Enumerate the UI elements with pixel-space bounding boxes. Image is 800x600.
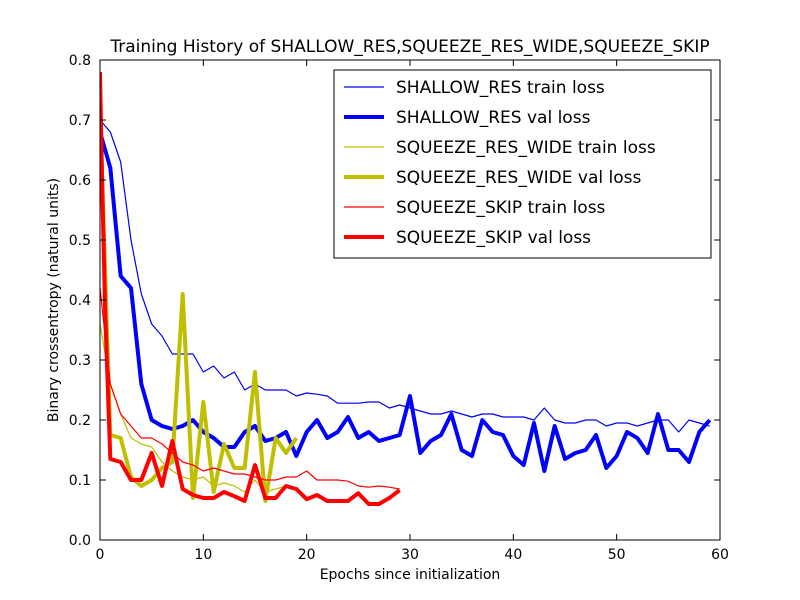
y-tick-label: 0.3 <box>69 353 91 369</box>
y-tick-label: 0.2 <box>69 413 91 429</box>
x-tick-label: 0 <box>96 547 105 563</box>
y-tick-label: 0.1 <box>69 473 91 489</box>
x-axis-label: Epochs since initialization <box>320 567 501 583</box>
series-line-4 <box>100 287 400 490</box>
y-tick-label: 0.0 <box>69 533 91 549</box>
y-tick-label: 0.7 <box>69 113 91 129</box>
series-lines <box>100 71 712 506</box>
y-tick-label: 0.6 <box>69 173 91 189</box>
legend-entry-label: SQUEEZE_RES_WIDE train loss <box>396 138 656 158</box>
x-tick-label: 10 <box>194 547 212 563</box>
x-tick-label: 50 <box>608 547 626 563</box>
series-line-5 <box>100 71 401 506</box>
y-axis-label: Binary crossentropy (natural units) <box>46 178 62 422</box>
legend-entry-label: SQUEEZE_SKIP val loss <box>396 228 591 248</box>
y-tick-label: 0.8 <box>69 53 91 69</box>
legend: SHALLOW_RES train loss SHALLOW_RES val lo… <box>333 69 712 259</box>
legend-entry-label: SHALLOW_RES train loss <box>396 78 605 98</box>
axis-ticks: 0 10 20 30 40 50 60 0.0 0.1 0.2 0.3 0.4 0.5 0.6 0.7 0.8 <box>69 53 729 563</box>
x-tick-label: 20 <box>298 547 316 563</box>
y-tick-label: 0.5 <box>69 233 91 249</box>
y-tick-label: 0.4 <box>69 293 91 309</box>
legend-box <box>333 69 712 259</box>
x-tick-label: 40 <box>504 547 522 563</box>
legend-entry-label: SQUEEZE_RES_WIDE val loss <box>396 168 641 188</box>
x-tick-label: 60 <box>711 547 729 563</box>
x-tick-label: 30 <box>401 547 419 563</box>
series-line-0 <box>100 119 710 433</box>
chart-title: Training History of SHALLOW_RES,SQUEEZE_… <box>109 37 709 57</box>
legend-entry-label: SQUEEZE_SKIP train loss <box>396 198 606 218</box>
legend-entry-label: SHALLOW_RES val loss <box>396 108 591 128</box>
